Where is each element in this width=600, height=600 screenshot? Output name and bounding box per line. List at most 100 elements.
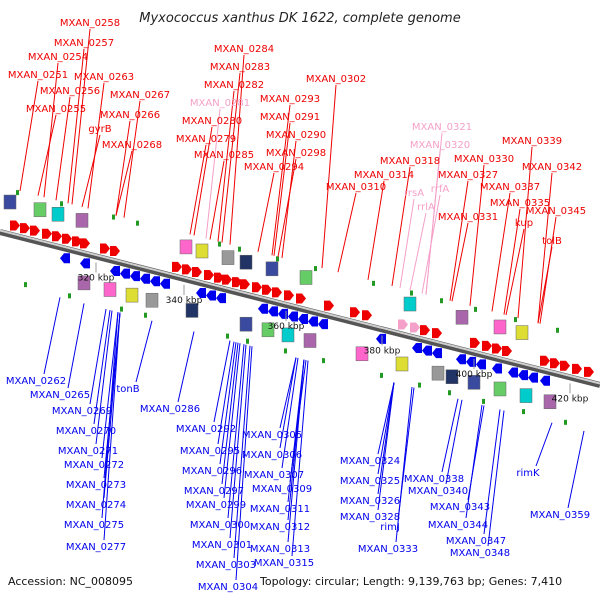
reverse-gene-label[interactable]: MXAN_0295: [180, 446, 240, 457]
reverse-gene-label[interactable]: MXAN_0299: [186, 500, 246, 511]
reverse-gene-label[interactable]: MXAN_0359: [530, 510, 590, 521]
forward-gene-label[interactable]: MXAN_0335: [490, 198, 550, 209]
reverse-gene-label[interactable]: MXAN_0272: [64, 460, 124, 471]
reverse-gene-label[interactable]: MXAN_0313: [250, 544, 310, 555]
feature-box: [543, 394, 557, 409]
reverse-gene-label[interactable]: rimJ: [380, 522, 400, 533]
reverse-gene-label[interactable]: MXAN_0271: [58, 446, 118, 457]
forward-gene-label[interactable]: MXAN_0258: [60, 18, 120, 29]
forward-gene-label[interactable]: MXAN_0279: [176, 134, 236, 145]
forward-gene-label[interactable]: MXAN_0251: [8, 70, 68, 81]
forward-gene-arrow: [42, 228, 52, 239]
reverse-gene-label[interactable]: MXAN_0300: [190, 520, 250, 531]
forward-gene-label[interactable]: MXAN_0321: [412, 122, 472, 133]
forward-gene-label[interactable]: MXAN_0281: [190, 98, 250, 109]
forward-gene-label[interactable]: MXAN_0290: [266, 130, 326, 141]
forward-leader-line: [491, 192, 511, 312]
forward-leader-line: [193, 126, 213, 236]
reverse-gene-label[interactable]: MXAN_0311: [250, 504, 310, 515]
forward-gene-label[interactable]: MXAN_0294: [244, 162, 304, 173]
reverse-gene-label[interactable]: MXAN_0306: [242, 450, 302, 461]
forward-gene-label[interactable]: MXAN_0318: [380, 156, 440, 167]
forward-leader-line: [115, 150, 133, 216]
forward-gene-label[interactable]: MXAN_0342: [522, 162, 582, 173]
reverse-gene-label[interactable]: MXAN_0328: [340, 512, 400, 523]
reverse-gene-label[interactable]: MXAN_0296: [182, 466, 242, 477]
forward-gene-label[interactable]: MXAN_0331: [438, 212, 498, 223]
forward-gene-arrow: [72, 236, 82, 247]
reverse-gene-label[interactable]: MXAN_0312: [250, 522, 310, 533]
marker: [314, 266, 317, 272]
reverse-gene-label[interactable]: MXAN_0304: [198, 582, 258, 593]
reverse-gene-label[interactable]: MXAN_0277: [66, 542, 126, 553]
forward-gene-label[interactable]: MXAN_0268: [102, 140, 162, 151]
forward-gene-label[interactable]: MXAN_0293: [260, 94, 320, 105]
forward-gene-label[interactable]: rrsA: [404, 188, 424, 199]
forward-gene-label[interactable]: MXAN_0345: [526, 206, 586, 217]
reverse-leader-line: [279, 357, 297, 449]
reverse-gene-label[interactable]: tonB: [116, 384, 139, 395]
reverse-gene-label[interactable]: MXAN_0333: [358, 544, 418, 555]
forward-gene-label[interactable]: MXAN_0254: [28, 52, 88, 63]
reverse-gene-label[interactable]: MXAN_0324: [340, 456, 400, 467]
reverse-gene-label[interactable]: MXAN_0338: [404, 474, 464, 485]
forward-gene-label[interactable]: MXAN_0257: [54, 38, 114, 49]
forward-gene-label[interactable]: MXAN_0291: [260, 112, 320, 123]
reverse-gene-label[interactable]: MXAN_0269: [52, 406, 112, 417]
forward-gene-label[interactable]: MXAN_0282: [204, 80, 264, 91]
reverse-gene-label[interactable]: MXAN_0315: [254, 558, 314, 569]
reverse-gene-label[interactable]: MXAN_0348: [450, 548, 510, 559]
reverse-gene-label[interactable]: MXAN_0343: [430, 502, 490, 513]
reverse-gene-label[interactable]: MXAN_0347: [446, 536, 506, 547]
forward-gene-label[interactable]: MXAN_0285: [194, 150, 254, 161]
reverse-gene-label[interactable]: MXAN_0309: [252, 484, 312, 495]
reverse-leader-line: [535, 422, 553, 467]
reverse-gene-label[interactable]: MXAN_0286: [140, 404, 200, 415]
reverse-gene-label[interactable]: MXAN_0340: [408, 486, 468, 497]
reverse-gene-label[interactable]: MXAN_0307: [244, 470, 304, 481]
reverse-gene-label[interactable]: MXAN_0344: [428, 520, 488, 531]
forward-gene-label[interactable]: rrlA: [417, 202, 435, 213]
forward-gene-label[interactable]: MXAN_0310: [326, 182, 386, 193]
forward-gene-label[interactable]: MXAN_0337: [480, 182, 540, 193]
forward-gene-label[interactable]: MXAN_0263: [74, 72, 134, 83]
marker: [564, 419, 567, 425]
forward-gene-label[interactable]: tolB: [542, 236, 562, 247]
forward-gene-label[interactable]: MXAN_0339: [502, 136, 562, 147]
forward-gene-label[interactable]: MXAN_0302: [306, 74, 366, 85]
forward-gene-label[interactable]: MXAN_0320: [410, 140, 470, 151]
reverse-gene-label[interactable]: MXAN_0274: [66, 500, 126, 511]
reverse-gene-label[interactable]: MXAN_0297: [184, 486, 244, 497]
forward-gene-label[interactable]: MXAN_0298: [266, 148, 326, 159]
reverse-gene-label[interactable]: MXAN_0305: [242, 430, 302, 441]
forward-gene-label[interactable]: MXAN_0266: [100, 110, 160, 121]
forward-gene-label[interactable]: MXAN_0284: [214, 44, 274, 55]
forward-gene-label[interactable]: MXAN_0255: [26, 104, 86, 115]
forward-gene-label[interactable]: rrfA: [431, 184, 450, 195]
reverse-gene-label[interactable]: MXAN_0275: [64, 520, 124, 531]
feature-box: [221, 250, 235, 265]
forward-gene-label[interactable]: MXAN_0280: [182, 116, 242, 127]
reverse-gene-label[interactable]: MXAN_0265: [30, 390, 90, 401]
forward-leader-line: [43, 62, 59, 198]
reverse-gene-label[interactable]: MXAN_0301: [192, 540, 252, 551]
reverse-gene-label[interactable]: MXAN_0292: [176, 424, 236, 435]
reverse-gene-label[interactable]: MXAN_0303: [196, 560, 256, 571]
reverse-gene-label[interactable]: MXAN_0270: [56, 426, 116, 437]
forward-gene-label[interactable]: MXAN_0283: [210, 62, 270, 73]
forward-gene-label[interactable]: MXAN_0314: [354, 170, 414, 181]
reverse-gene-label[interactable]: MXAN_0325: [340, 476, 400, 487]
reverse-gene-label[interactable]: MXAN_0273: [66, 480, 126, 491]
forward-gene-label[interactable]: MXAN_0267: [110, 90, 170, 101]
forward-leader-line: [517, 146, 533, 319]
forward-gene-label[interactable]: MXAN_0330: [454, 154, 514, 165]
reverse-gene-label[interactable]: MXAN_0262: [6, 376, 66, 387]
forward-gene-label[interactable]: MXAN_0256: [40, 86, 100, 97]
reverse-gene-arrow: [518, 370, 528, 381]
reverse-gene-label[interactable]: MXAN_0326: [340, 496, 400, 507]
forward-gene-label[interactable]: MXAN_0327: [438, 170, 498, 181]
forward-gene-label[interactable]: gyrB: [88, 124, 111, 135]
forward-gene-label[interactable]: kup: [515, 218, 533, 229]
reverse-gene-label[interactable]: rimK: [516, 468, 540, 479]
forward-gene-arrow: [550, 358, 560, 369]
